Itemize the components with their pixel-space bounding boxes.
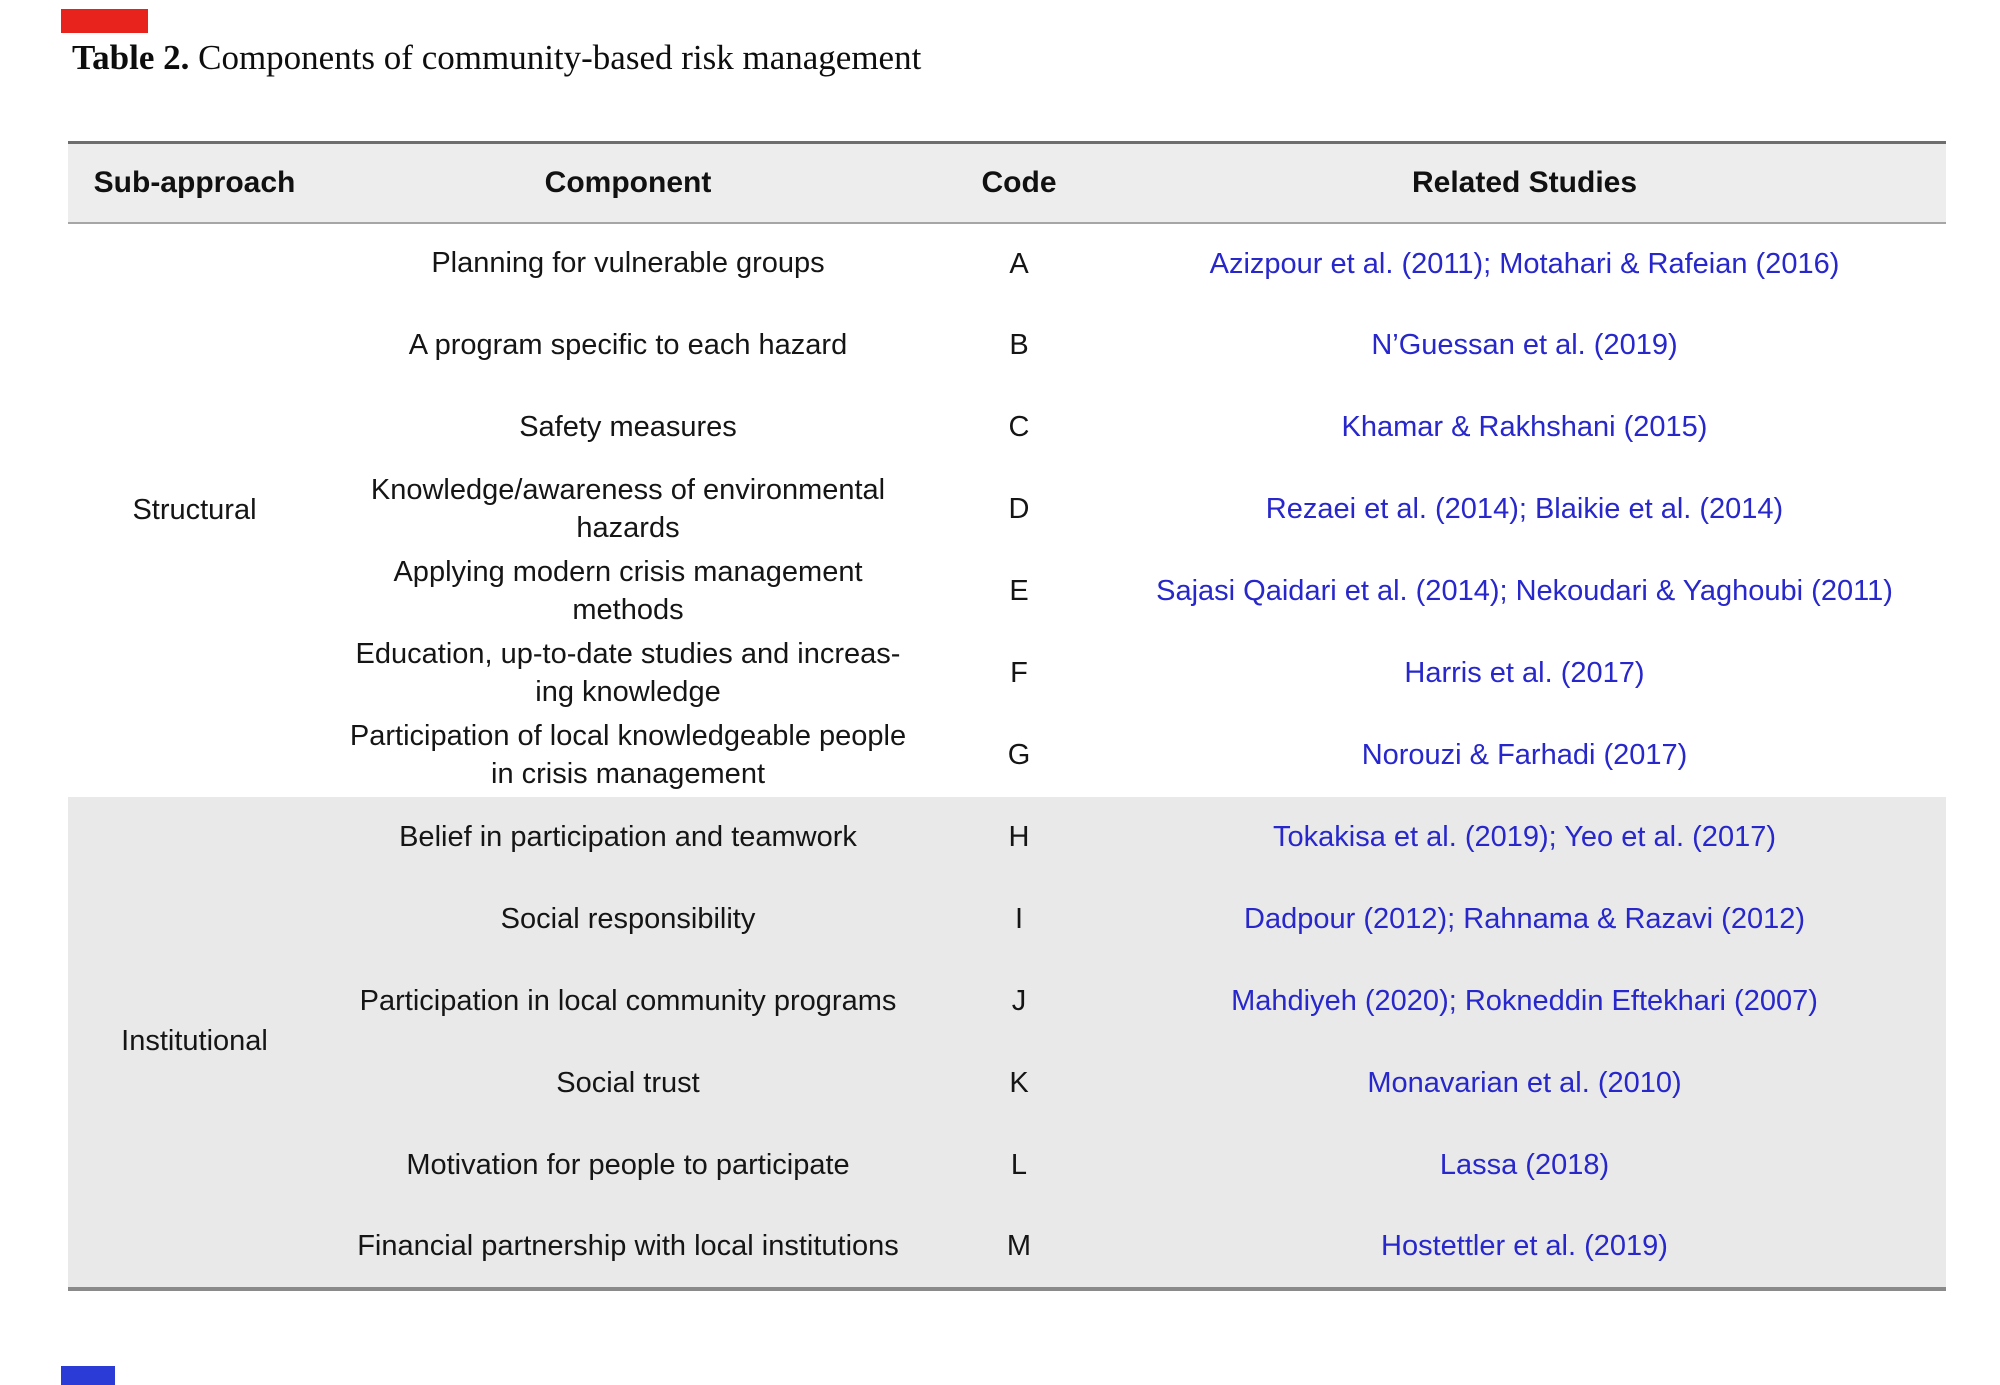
table-row: Knowledge/awareness of environmental haz… — [68, 469, 1946, 551]
code-cell: F — [1010, 657, 1028, 689]
code-cell: B — [1009, 329, 1029, 361]
related-studies-link[interactable]: Khamar & Rakhshani (2015) — [1341, 411, 1708, 443]
sub-approach-institutional: Institutional — [68, 796, 321, 1289]
table-row: A program specific to each hazard B N’Gu… — [68, 305, 1946, 387]
component-cell: Social trust — [321, 1042, 935, 1125]
header-sub-approach: Sub-approach — [68, 142, 321, 224]
code-cell: L — [935, 1124, 1103, 1207]
code-cell: G — [1007, 739, 1031, 771]
related-studies-link[interactable]: Dadpour (2012); Rahnama & Razavi (2012) — [1103, 878, 1946, 961]
components-table: Sub-approach Component Code Related Stud… — [68, 141, 1946, 1291]
code-cell: D — [1008, 493, 1030, 525]
table-row: Safety measures C Khamar & Rakhshani (20… — [68, 387, 1946, 469]
code-cell: C — [1008, 411, 1030, 443]
table-row: Financial partnership with local institu… — [68, 1206, 1946, 1289]
table-row: Social responsibility I Dadpour (2012); … — [68, 878, 1946, 961]
table-row: Applying modern crisis management method… — [68, 551, 1946, 633]
table-caption: Table 2. Components of community-based r… — [72, 38, 921, 78]
component-cell: Financial partnership with local institu… — [321, 1206, 935, 1289]
blue-highlight-marker — [61, 1366, 115, 1385]
related-studies-link[interactable]: N’Guessan et al. (2019) — [1371, 329, 1678, 361]
code-cell: E — [1009, 575, 1029, 607]
code-cell: I — [935, 878, 1103, 961]
table-row: Education, up-to-date studies and increa… — [68, 633, 1946, 715]
table-row: Institutional Belief in participation an… — [68, 796, 1946, 1289]
component-cell: Applying modern crisis management method… — [393, 556, 863, 626]
related-studies-link[interactable]: Lassa (2018) — [1103, 1124, 1946, 1207]
component-cell: Participation of local knowledgeable peo… — [349, 720, 907, 790]
table-caption-label: Table 2. — [72, 38, 190, 77]
code-cell: A — [1009, 247, 1029, 280]
component-cell: Social responsibility — [321, 878, 935, 961]
sub-approach-structural: Structural — [132, 493, 257, 526]
header-component: Component — [321, 142, 935, 224]
red-highlight-marker — [61, 9, 148, 33]
component-cell: Knowledge/awareness of environmental haz… — [370, 474, 886, 544]
table-row: Participation in local community program… — [68, 960, 1946, 1043]
component-cell: Safety measures — [519, 410, 737, 443]
code-cell: K — [935, 1042, 1103, 1125]
table-row: Participation of local knowledgeable peo… — [68, 715, 1946, 797]
related-studies-link[interactable]: Mahdiyeh (2020); Rokneddin Eftekhari (20… — [1103, 960, 1946, 1043]
code-cell: H — [935, 796, 1103, 879]
code-cell: M — [935, 1206, 1103, 1289]
table-row: Motivation for people to participate L L… — [68, 1124, 1946, 1207]
related-studies-link[interactable]: Hostettler et al. (2019) — [1103, 1206, 1946, 1289]
related-studies-link[interactable]: Tokakisa et al. (2019); Yeo et al. (2017… — [1103, 796, 1946, 879]
component-cell: Motivation for people to participate — [321, 1124, 935, 1207]
table-header-row: Sub-approach Component Code Related Stud… — [68, 142, 1946, 224]
table-row: Social trust K Monavarian et al. (2010) — [68, 1042, 1946, 1125]
table-caption-text: Components of community-based risk manag… — [198, 38, 922, 77]
related-studies-link[interactable]: Sajasi Qaidari et al. (2014); Nekoudari … — [1156, 575, 1893, 607]
component-cell: Planning for vulnerable groups — [431, 247, 825, 280]
component-cell: Belief in participation and teamwork — [321, 796, 935, 879]
header-code: Code — [935, 142, 1103, 224]
component-cell: A program specific to each hazard — [408, 328, 848, 361]
related-studies-link[interactable]: Norouzi & Farhadi (2017) — [1361, 739, 1688, 771]
related-studies-link[interactable]: Azizpour et al. (2011); Motahari & Rafei… — [1209, 247, 1840, 280]
component-cell: Education, up-to-date studies and increa… — [355, 638, 901, 708]
related-studies-link[interactable]: Rezaei et al. (2014); Blaikie et al. (20… — [1265, 493, 1784, 525]
code-cell: J — [935, 960, 1103, 1043]
table-row: Structural Planning for vulnerable group… — [68, 223, 1946, 525]
component-cell: Participation in local community program… — [321, 960, 935, 1043]
header-related-studies: Related Studies — [1103, 142, 1946, 224]
related-studies-link[interactable]: Harris et al. (2017) — [1404, 657, 1645, 689]
related-studies-link[interactable]: Monavarian et al. (2010) — [1103, 1042, 1946, 1125]
